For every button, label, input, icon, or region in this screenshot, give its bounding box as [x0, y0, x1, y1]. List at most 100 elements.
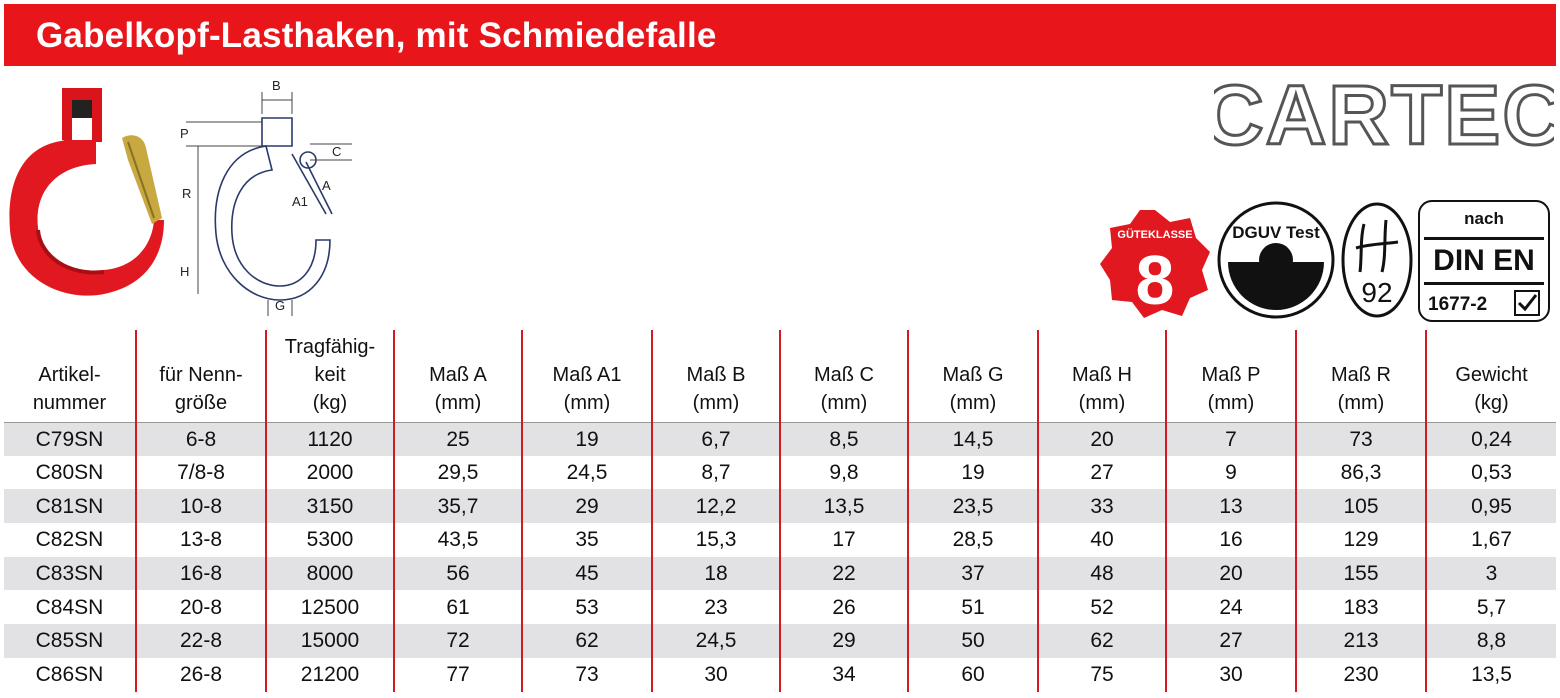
table-cell: 30: [651, 657, 780, 692]
table-cell: 22-8: [135, 624, 266, 658]
column-header-line: (kg): [312, 391, 348, 414]
table-row: C85SN 22-8 15000 72 62 24,5 29 50 62 27 213 8,8: [4, 624, 1556, 658]
table-cell: C82SN: [35, 528, 104, 552]
dguv-test-badge: DGUV Test: [1217, 201, 1335, 319]
table-row: C82SN 13-8 5300 43,5 35 15,3 17 28,5 40 16 129 1,67: [4, 523, 1556, 557]
table-row: C81SN 10-8 3150 35,7 29 12,2 13,5 23,5 33 13 105 0,…: [4, 489, 1556, 524]
table-cell: 40: [1037, 523, 1166, 557]
table-cell: 27: [1037, 455, 1166, 490]
column-header: Maß H (mm): [1037, 330, 1166, 422]
table-cell: C83SN: [4, 556, 136, 591]
table-cell: 73: [1295, 421, 1426, 456]
gueteklasse-badge: GÜTEKLASSE 8: [1100, 210, 1210, 319]
column-header-line: (mm): [1207, 391, 1255, 414]
din-main-text: DIN EN: [1424, 237, 1544, 285]
column-header-line: Gewicht: [1455, 363, 1528, 386]
table-cell: 60: [907, 657, 1038, 692]
column-header: Maß G (mm): [907, 330, 1038, 422]
table-cell: C80SN: [35, 461, 104, 485]
column-header-line: Maß C: [814, 363, 874, 386]
table-cell: 8,5: [779, 421, 908, 456]
table-cell: 1120: [265, 421, 394, 456]
table-cell: 24: [1165, 590, 1296, 625]
table-cell: 29,5: [393, 455, 522, 490]
table-row: C79SN 6-8 1120 25 19 6,7 8,5 14,5 20 7 73 0,24: [4, 421, 1556, 456]
table-cell: 17: [779, 523, 908, 557]
table-cell: 5300: [265, 523, 394, 557]
table-cell: 53: [521, 590, 652, 625]
table-cell: 10-8: [135, 489, 266, 524]
table-cell: 0,95: [1425, 489, 1556, 524]
svg-text:GÜTEKLASSE: GÜTEKLASSE: [1117, 228, 1192, 241]
column-header: Tragfähig-keit (kg): [265, 330, 394, 422]
table-cell: 30: [1165, 657, 1296, 692]
column-header-line: größe: [174, 391, 228, 414]
label-r: R: [182, 186, 191, 201]
column-header-line: für Nenn-: [159, 363, 243, 386]
table-cell: 13,5: [779, 489, 908, 524]
table-cell: 19: [907, 455, 1038, 490]
label-g: G: [275, 298, 285, 313]
label-c: C: [332, 144, 341, 159]
column-header: Maß A (mm): [393, 330, 522, 422]
table-cell: 105: [1295, 489, 1426, 524]
table-cell: 7/8-8: [135, 455, 266, 490]
table-cell: 28,5: [907, 523, 1038, 557]
label-a: A: [322, 178, 331, 193]
table-cell: 15000: [265, 624, 394, 658]
table-cell: 7: [1165, 421, 1296, 456]
h92-badge: 92: [1341, 202, 1413, 318]
column-header: Maß P (mm): [1165, 330, 1296, 422]
table-body: C79SN 6-8 1120 25 19 6,7 8,5 14,5 20 7 73 0,24 C80SN…: [4, 421, 1556, 692]
table-cell: 52: [1037, 590, 1166, 625]
table-cell: 18: [651, 556, 780, 591]
table-cell: 51: [907, 590, 1038, 625]
table-cell: 230: [1295, 657, 1426, 692]
table-cell: 8,8: [1425, 624, 1556, 658]
hook-photo: [9, 88, 165, 296]
dimension-drawing: B P C R A A1 H G: [180, 78, 352, 316]
table-cell: C85SN: [4, 624, 136, 658]
svg-text:8: 8: [1136, 241, 1175, 319]
column-header: für Nenn-größe: [135, 330, 266, 422]
table-cell: 6,7: [651, 421, 780, 456]
table-cell: 13-8: [135, 523, 266, 557]
column-header-line: (mm): [1337, 391, 1385, 414]
table-cell: 77: [393, 657, 522, 692]
spec-table: Artikel-nummer für Nenn-größe Tragfähig-ke…: [4, 330, 1556, 692]
column-header-line: (mm): [692, 391, 740, 414]
column-header: Maß B (mm): [651, 330, 780, 422]
table-cell: 48: [1037, 556, 1166, 591]
page-title: Gabelkopf-Lasthaken, mit Schmiedefalle: [36, 16, 717, 55]
table-cell: C79SN: [4, 421, 136, 456]
table-cell: 8,7: [651, 455, 780, 490]
column-header: Maß R (mm): [1295, 330, 1426, 422]
label-h: H: [180, 264, 189, 279]
table-cell: 129: [1295, 523, 1426, 557]
column-header: Maß C (mm): [779, 330, 908, 422]
column-header-line: (kg): [1474, 391, 1509, 414]
table-cell: 155: [1295, 556, 1426, 591]
table-cell: 23,5: [907, 489, 1038, 524]
table-cell: 72: [393, 624, 522, 658]
table-cell: 13,5: [1425, 657, 1556, 692]
table-cell: 5,7: [1425, 590, 1556, 625]
table-cell: 0,24: [1425, 421, 1556, 456]
check-icon: [1514, 290, 1540, 316]
table-cell: 24,5: [521, 455, 652, 490]
din-nach-text: nach: [1464, 209, 1504, 228]
column-header-line: (mm): [1078, 391, 1126, 414]
table-cell: 50: [907, 624, 1038, 658]
svg-text:DGUV Test: DGUV Test: [1232, 223, 1320, 242]
table-cell: 1,67: [1425, 523, 1556, 557]
column-header-line: Maß B: [686, 363, 746, 386]
column-header-line: (mm): [563, 391, 611, 414]
column-header-line: (mm): [949, 391, 997, 414]
column-header-line: Maß H: [1072, 363, 1132, 386]
table-cell: 0,53: [1425, 455, 1556, 490]
table-cell: 15,3: [651, 523, 780, 557]
table-cell: 19: [521, 421, 652, 456]
table-cell: 9: [1165, 455, 1296, 490]
table-cell: 29: [521, 489, 652, 524]
table-cell: 35: [521, 523, 652, 557]
